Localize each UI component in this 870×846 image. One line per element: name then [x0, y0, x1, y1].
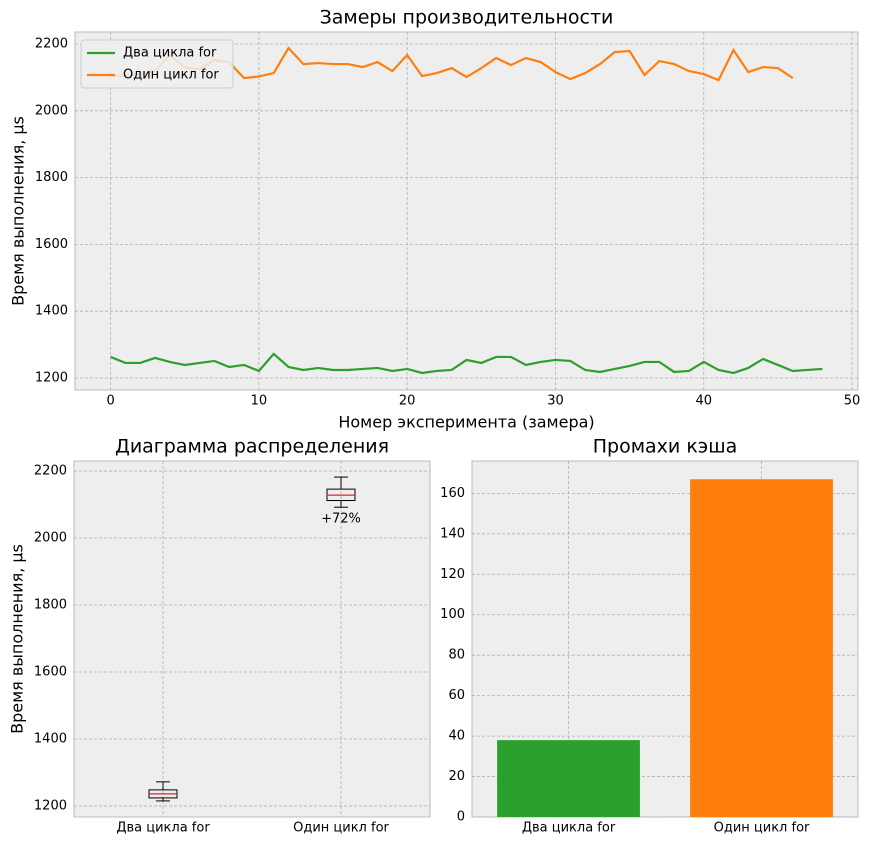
y-tick-label: 1200 [34, 798, 67, 813]
y-tick-label: 60 [448, 688, 465, 703]
y-tick-label: 2000 [35, 103, 68, 118]
legend: Два цикла for Один цикл for [80, 39, 234, 89]
bar [690, 479, 833, 817]
y-tick-label: 2200 [34, 464, 67, 479]
y-tick-label: 0 [457, 810, 465, 825]
chart-title: Промахи кэша [593, 436, 738, 458]
y-tick-label: 1800 [34, 598, 67, 613]
y-tick-label: 1400 [35, 304, 68, 319]
y-tick-label: 20 [448, 769, 465, 784]
plot-area [74, 31, 859, 391]
x-tick-label: 10 [251, 394, 268, 409]
y-tick-label: 2000 [34, 531, 67, 546]
y-tick-label: 1800 [35, 170, 68, 185]
legend-label: Один цикл for [123, 68, 219, 83]
x-tick-label: 40 [695, 394, 712, 409]
x-tick-label: Два цикла for [522, 821, 616, 836]
x-tick-label: 20 [399, 394, 416, 409]
x-tick-label: Один цикл for [714, 821, 810, 836]
x-axis-label: Номер эксперимента (замера) [338, 413, 594, 432]
y-axis-label: Время выполнения, µs [9, 116, 28, 306]
y-tick-label: 40 [448, 729, 465, 744]
annotation: +72% [321, 512, 361, 527]
y-tick-label: 120 [440, 567, 465, 582]
y-tick-label: 1400 [34, 731, 67, 746]
x-tick-label: Один цикл for [293, 821, 389, 836]
x-tick-label: 50 [844, 394, 861, 409]
y-tick-label: 80 [448, 648, 465, 663]
y-tick-label: 1200 [35, 370, 68, 385]
chart-title: Замеры производительности [320, 7, 614, 29]
bar [497, 740, 640, 817]
legend-label: Два цикла for [123, 46, 217, 61]
legend-box [80, 39, 234, 89]
y-tick-label: 2200 [35, 37, 68, 52]
y-tick-label: 1600 [34, 664, 67, 679]
x-tick-label: Два цикла for [116, 821, 210, 836]
data-line [110, 352, 823, 375]
x-tick-label: 0 [106, 394, 114, 409]
y-tick-label: 100 [440, 607, 465, 622]
y-tick-label: 160 [440, 486, 465, 501]
chart-title: Диаграмма распределения [115, 436, 389, 458]
y-tick-label: 1600 [35, 237, 68, 252]
y-tick-label: 140 [440, 526, 465, 541]
plot-area [73, 460, 431, 818]
y-axis-label: Время выполнения, µs [8, 544, 27, 734]
x-tick-label: 30 [547, 394, 564, 409]
